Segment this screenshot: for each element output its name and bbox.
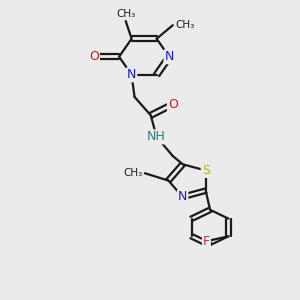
Text: N: N	[178, 190, 187, 203]
Text: CH₃: CH₃	[175, 20, 194, 30]
Text: F: F	[203, 235, 210, 248]
Text: S: S	[202, 164, 210, 177]
Text: CH₃: CH₃	[116, 9, 135, 19]
Text: N: N	[164, 50, 174, 63]
Text: NH: NH	[147, 130, 166, 143]
Text: N: N	[127, 68, 136, 81]
Text: O: O	[89, 50, 99, 63]
Text: CH₃: CH₃	[123, 168, 142, 178]
Text: O: O	[168, 98, 178, 111]
